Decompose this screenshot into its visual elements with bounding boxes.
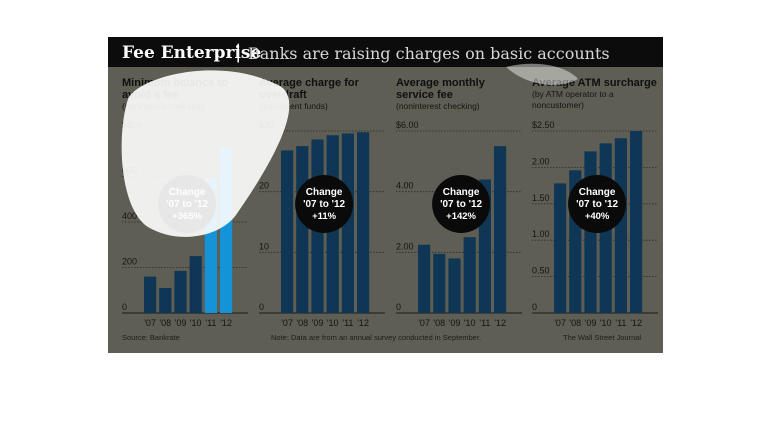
y-tick-label: 0 [396,302,401,312]
change-badge-text: '07 to '12 [166,199,208,210]
y-tick-label: 0 [259,302,264,312]
change-badge-text: +40% [585,211,610,222]
x-tick-label: '10 [600,318,612,328]
title-separator: | [235,41,242,63]
survey-note: Note: Data are from an annual survey con… [271,333,482,342]
bar [189,256,202,313]
y-tick-label: 0 [122,302,127,312]
change-badge [568,175,627,233]
bar [630,131,643,313]
fee-enterprise-graphic: Fee Enterprise | Banks are raising charg… [108,37,663,353]
change-badge-text: '07 to '12 [303,199,345,210]
x-tick-label: '12 [494,318,506,328]
change-badge-text: Change [579,187,616,198]
y-tick-label: 2.00 [532,156,550,166]
bar [554,183,567,313]
x-tick-label: '10 [464,318,476,328]
x-tick-label: '09 [449,318,461,328]
x-tick-label: '09 [312,318,324,328]
x-tick-label: '11 [479,318,490,328]
change-badge-text: +11% [312,211,337,222]
y-tick-label: 20 [259,181,269,191]
x-tick-label: '11 [342,318,353,328]
chart-title-line: Average monthly [396,77,486,89]
bar [463,237,476,313]
bar [494,146,507,313]
change-badge-text: Change [443,187,480,198]
y-tick-label: $2.50 [532,120,555,130]
chart-title-line: Average charge for [259,77,360,89]
brand-title: Fee Enterprise [122,43,262,63]
x-tick-label: '09 [175,318,187,328]
x-tick-label: '12 [357,318,369,328]
chart-title-line: Average ATM surcharge [532,77,657,89]
chart-subtitle-line: (by ATM operator to a [532,89,614,99]
x-tick-label: '07 [554,318,566,328]
bar [448,258,461,313]
change-badge [432,175,491,233]
y-tick-label: 1.50 [532,193,550,203]
chart-title-line: service fee [396,89,453,101]
y-tick-label: 0 [532,302,537,312]
chart-subtitle-line: noncustomer) [532,100,584,110]
change-badge-text: Change [169,187,206,198]
bar [418,244,431,313]
chart-title-line: overdraft [259,89,307,101]
bar [433,253,446,313]
y-tick-label: 200 [122,257,137,267]
bar [144,276,157,313]
change-badge-text: '07 to '12 [440,199,482,210]
y-tick-label: 2.00 [396,241,414,251]
change-badge [295,175,354,233]
x-tick-label: '11 [615,318,626,328]
bar [341,133,354,313]
chart-title-line: Minimum balance to [122,77,228,89]
chart-subtitle-line: (noninterest checking) [396,101,480,111]
header-subtitle: Banks are raising charges on basic accou… [248,44,610,63]
y-tick-label: 4.00 [396,181,414,191]
x-tick-label: '08 [296,318,308,328]
bar [159,287,172,313]
y-tick-label: $6.00 [396,120,419,130]
change-badge-text: Change [306,187,343,198]
x-tick-label: '07 [418,318,430,328]
chart-subtitle-line: (noninterest checking) [122,101,206,111]
y-tick-label: 0.50 [532,266,550,276]
x-tick-label: '10 [327,318,339,328]
chart-title-line: avoid a fee [122,89,179,101]
y-tick-label: $30 [259,120,274,130]
x-tick-label: '07 [281,318,293,328]
x-tick-label: '12 [630,318,642,328]
change-badge-text: '07 to '12 [576,199,618,210]
y-tick-label: 10 [259,241,269,251]
x-tick-label: '08 [159,318,171,328]
x-tick-label: '07 [144,318,156,328]
change-badge-text: +365% [172,211,202,222]
x-tick-label: '10 [190,318,202,328]
publisher-credit: The Wall Street Journal [563,333,642,342]
y-tick-label: 400 [122,211,137,221]
chart-subtitle-line: (insufficient funds) [259,101,328,111]
y-tick-label: 600 [122,166,137,176]
y-tick-label: $800 [122,120,142,130]
change-badge-text: +142% [446,211,476,222]
bar [614,138,627,313]
x-tick-label: '12 [220,318,232,328]
x-tick-label: '09 [585,318,597,328]
x-tick-label: '08 [433,318,445,328]
y-tick-label: 1.00 [532,229,550,239]
x-tick-label: '08 [569,318,581,328]
bar [220,148,233,313]
bar [357,132,370,313]
bar [174,270,187,313]
header-bar: Fee Enterprise | Banks are raising charg… [108,37,663,67]
bar [281,150,294,313]
x-tick-label: '11 [205,318,216,328]
bar [296,146,309,313]
source-note: Source: Bankrate [122,333,180,342]
